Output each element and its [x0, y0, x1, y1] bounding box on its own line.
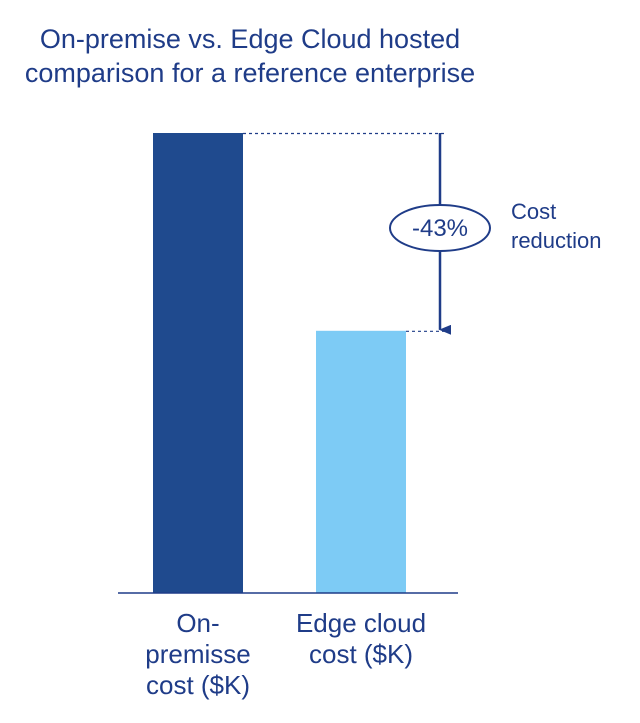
cost-reduction-label: Cost reduction — [511, 199, 602, 253]
category-label-1-line-3: cost ($K) — [146, 670, 250, 700]
category-label-1: On-premisse cost ($K) — [145, 608, 250, 700]
category-label-1-line-1: On- — [176, 608, 219, 638]
category-label-2-line-1: Edge cloud — [296, 608, 426, 638]
category-label-2: Edge cloud cost ($K) — [296, 608, 426, 669]
category-label-2-line-2: cost ($K) — [309, 639, 413, 669]
cost-reduction-line-1: Cost — [511, 199, 556, 224]
percent-ellipse — [389, 204, 491, 252]
chart-title-line-1: On-premise vs. Edge Cloud hosted — [39, 24, 461, 54]
bar-2 — [316, 330, 406, 593]
cost-reduction-line-2: reduction — [511, 228, 602, 253]
bar-1 — [153, 133, 243, 593]
percent-label: -43% — [412, 215, 468, 242]
chart-title-line-2: comparison for a reference enterprise — [24, 58, 476, 88]
category-label-1-line-2: premisse — [145, 639, 250, 669]
chart-title: On-premise vs. Edge Cloud hosted compari… — [0, 22, 500, 90]
